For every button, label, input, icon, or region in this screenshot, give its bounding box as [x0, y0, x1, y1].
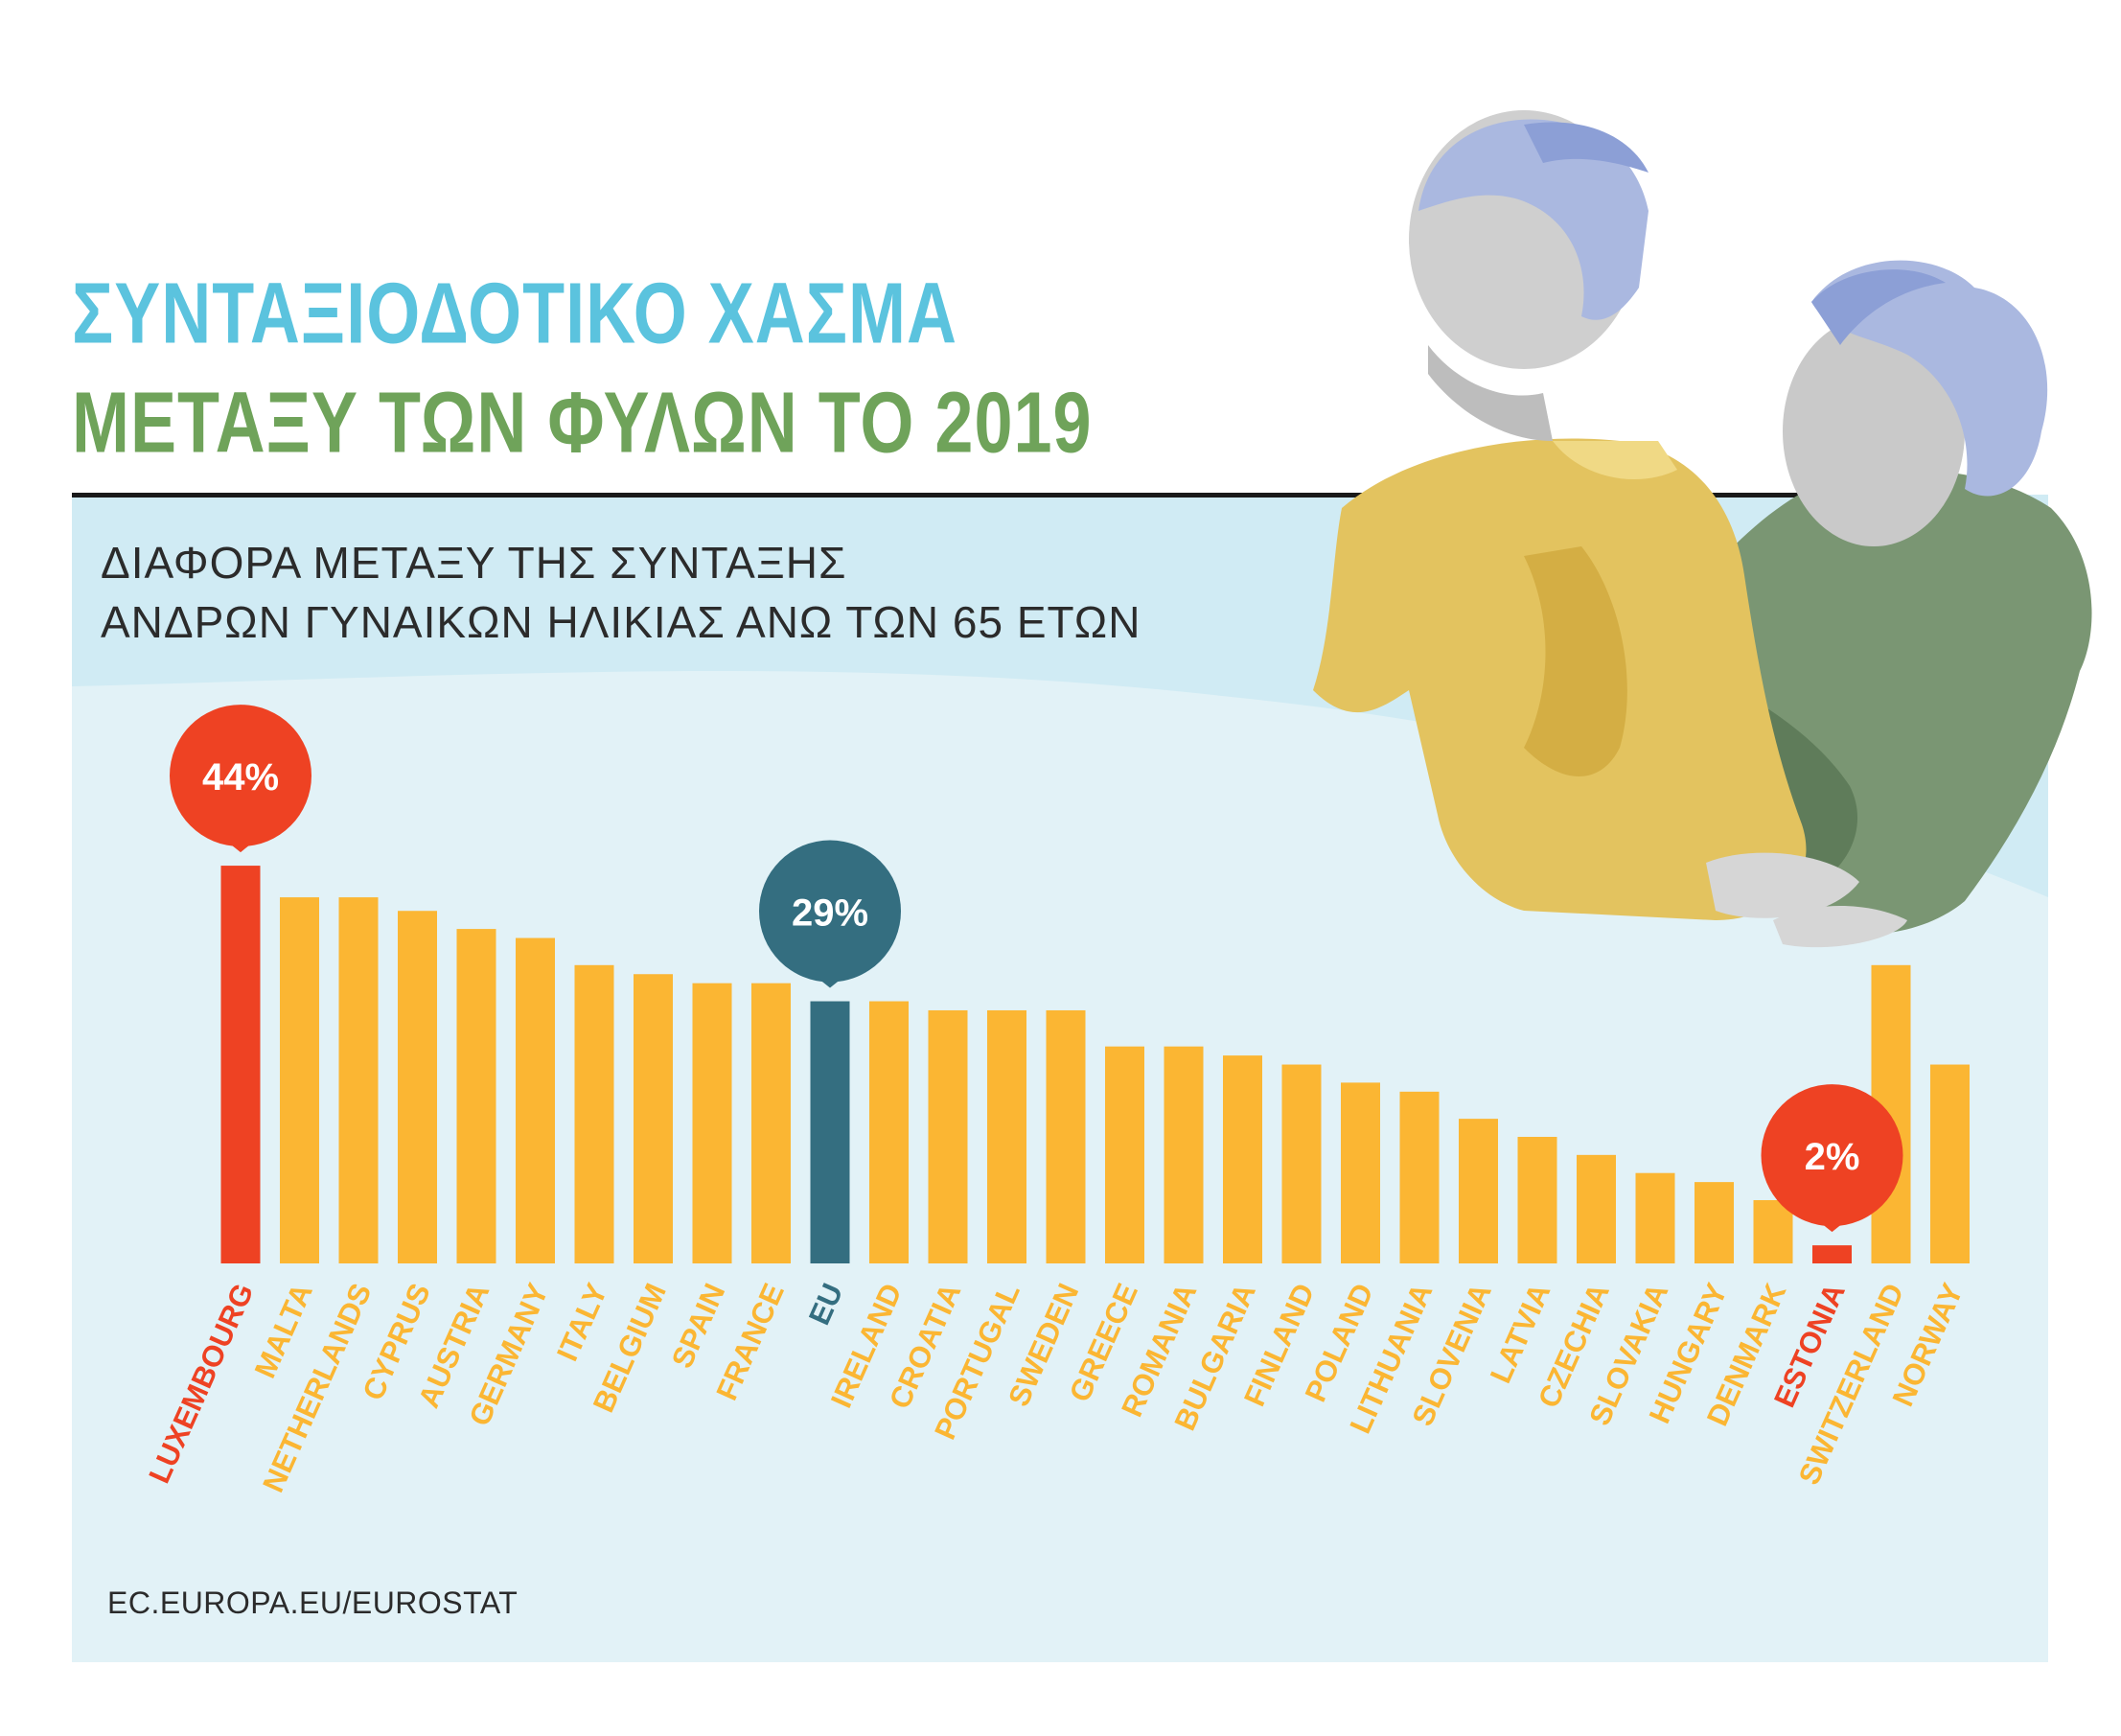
bar-slovakia	[1635, 1172, 1675, 1263]
bar-eu	[810, 1001, 850, 1263]
data-label-estonia: 2%	[1805, 1136, 1860, 1178]
bar-croatia	[928, 1009, 968, 1263]
bar-france	[751, 983, 791, 1263]
subtitle-line-2: ΑΝΔΡΩΝ ΓΥΝΑΙΚΩΝ ΗΛΙΚΙΑΣ ΑΝΩ ΤΩΝ 65 ΕΤΩΝ	[101, 597, 1141, 647]
bar-bulgaria	[1223, 1055, 1262, 1263]
bar-sweden	[1046, 1009, 1086, 1263]
bar-slovenia	[1459, 1119, 1498, 1263]
title-line-2: ΜΕΤΑΞΥ ΤΩΝ ΦΥΛΩΝ ΤΟ 2019	[72, 375, 1093, 472]
source-label: EC.EUROPA.EU/EUROSTAT	[107, 1586, 519, 1620]
bar-germany	[516, 937, 555, 1263]
subtitle-line-1: ΔΙΑΦΟΡΑ ΜΕΤΑΞΥ ΤΗΣ ΣΥΝΤΑΞΗΣ	[101, 538, 847, 588]
x-tick-label-luxembourg: LUXEMBOURG	[142, 1279, 260, 1489]
bar-finland	[1281, 1064, 1322, 1263]
callout-bubble	[759, 840, 901, 983]
bar-spain	[692, 983, 732, 1263]
bar-cyprus	[398, 911, 437, 1263]
callout-bubble	[1761, 1084, 1903, 1227]
data-label-luxembourg: 44%	[202, 756, 279, 799]
bar-portugal	[987, 1009, 1026, 1263]
bar-latvia	[1517, 1136, 1557, 1263]
bar-lithuania	[1399, 1091, 1440, 1263]
bar-greece	[1105, 1046, 1144, 1263]
bar-belgium	[634, 974, 673, 1263]
callout-eu: 29%	[759, 840, 901, 988]
bar-czechia	[1577, 1154, 1616, 1263]
x-tick-label-spain: SPAIN	[665, 1279, 732, 1374]
callout-luxembourg: 44%	[170, 705, 311, 853]
callout-bubble	[170, 705, 311, 847]
bar-italy	[574, 964, 614, 1263]
bar-netherlands	[338, 897, 379, 1263]
bar-luxembourg	[220, 866, 261, 1263]
man-figure-illustration	[1313, 110, 1859, 920]
bar-norway	[1930, 1064, 1970, 1263]
bar-austria	[456, 929, 496, 1263]
bar-romania	[1164, 1046, 1204, 1263]
bar-poland	[1341, 1082, 1380, 1263]
bar-denmark	[1753, 1199, 1793, 1263]
title-line-1: ΣΥΝΤΑΞΙΟΔΟΤΙΚΟ ΧΑΣΜΑ	[72, 266, 957, 362]
bar-malta	[280, 897, 319, 1263]
bar-ireland	[869, 1001, 909, 1263]
x-tick-label-eu: EU	[802, 1279, 849, 1331]
x-tick-label-italy: ITALY	[550, 1278, 613, 1366]
data-label-eu: 29%	[792, 892, 868, 935]
bar-estonia	[1812, 1245, 1852, 1263]
elderly-couple-illustration	[1313, 110, 2092, 948]
callout-estonia: 2%	[1761, 1084, 1903, 1233]
title-divider	[72, 493, 1855, 498]
bar-hungary	[1694, 1182, 1734, 1263]
